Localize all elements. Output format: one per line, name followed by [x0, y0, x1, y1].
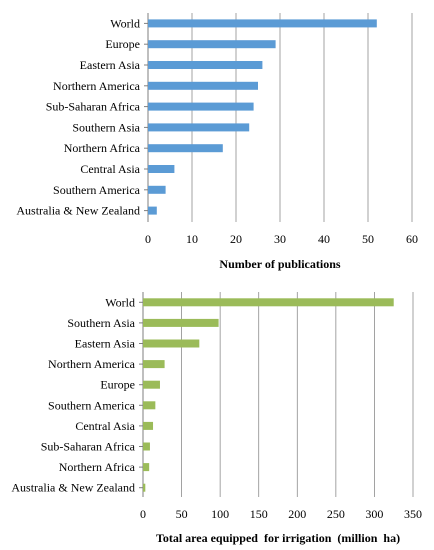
- bar: [148, 206, 157, 215]
- bar: [143, 483, 146, 492]
- x-tick-label: 50: [362, 232, 374, 246]
- category-label: Northern Africa: [59, 460, 136, 474]
- x-tick-label: 300: [365, 507, 383, 521]
- bar: [143, 401, 156, 410]
- bar: [143, 442, 150, 451]
- category-label: World: [110, 16, 140, 30]
- category-label: Southern America: [53, 183, 141, 197]
- x-tick-label: 0: [145, 232, 151, 246]
- category-label: Europe: [100, 378, 135, 392]
- x-axis-label: Number of publications: [219, 257, 340, 271]
- x-axis-label: Total area equipped for irrigation (mill…: [156, 531, 400, 545]
- category-label: Sub-Saharan Africa: [41, 440, 136, 454]
- category-label: World: [105, 295, 135, 309]
- category-label: Central Asia: [80, 162, 140, 176]
- bar: [148, 185, 166, 194]
- category-label: Northern America: [53, 79, 141, 93]
- bar: [143, 421, 154, 430]
- x-tick-label: 40: [318, 232, 330, 246]
- x-tick-label: 200: [288, 507, 306, 521]
- category-label: Central Asia: [75, 419, 135, 433]
- x-tick-label: 350: [404, 507, 422, 521]
- bar: [148, 19, 377, 28]
- bar: [143, 463, 150, 472]
- x-tick-label: 10: [186, 232, 198, 246]
- bar: [148, 123, 250, 132]
- bar: [143, 360, 165, 369]
- x-tick-label: 60: [406, 232, 418, 246]
- irrigation-area-chart: 0 50 100 150 200 250 300 350 World Southern Asia E…: [11, 292, 422, 545]
- category-label: Eastern Asia: [75, 337, 136, 351]
- category-label: Southern Asia: [72, 120, 140, 134]
- bar: [143, 318, 219, 327]
- category-label: Australia & New Zealand: [16, 204, 140, 218]
- x-tick-label: 100: [211, 507, 229, 521]
- x-tick-label: 250: [327, 507, 345, 521]
- bar: [143, 380, 160, 389]
- x-tick-label: 30: [274, 232, 286, 246]
- x-tick-label: 150: [250, 507, 268, 521]
- bar: [148, 144, 223, 153]
- x-tick-label: 20: [230, 232, 242, 246]
- x-tick-label: 0: [140, 507, 146, 521]
- category-label: Southern America: [48, 398, 136, 412]
- bar: [148, 81, 258, 90]
- category-label: Southern Asia: [67, 316, 135, 330]
- bar: [148, 40, 276, 49]
- x-tick-label: 50: [176, 507, 188, 521]
- bar: [143, 339, 200, 348]
- category-label: Northern Africa: [64, 141, 141, 155]
- bar: [148, 61, 263, 69]
- category-label: Sub-Saharan Africa: [46, 100, 141, 114]
- category-label: Australia & New Zealand: [11, 481, 135, 495]
- publications-chart: 0 10 20 30 40 50 60 World Europe Eastern Asia Nort…: [16, 13, 418, 271]
- category-label: Europe: [105, 37, 140, 51]
- category-label: Northern America: [48, 357, 136, 371]
- category-label: Eastern Asia: [80, 58, 141, 72]
- bar: [148, 165, 175, 173]
- bar: [148, 102, 254, 111]
- bar: [143, 298, 394, 307]
